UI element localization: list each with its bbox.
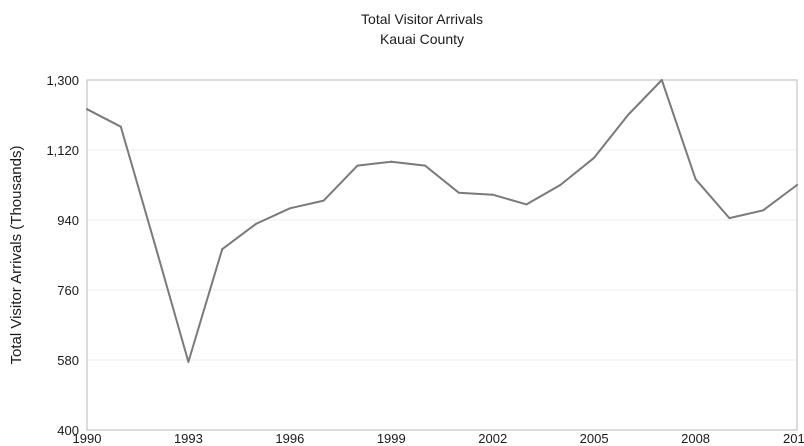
- y-tick-label: 1,300: [46, 73, 79, 88]
- data-point: [457, 191, 460, 194]
- data-point: [593, 156, 596, 159]
- y-axis-title: Total Visitor Arrivals (Thousands): [8, 146, 25, 365]
- data-point: [153, 242, 156, 245]
- y-tick-label: 580: [57, 353, 79, 368]
- y-tick-label: 1,120: [46, 143, 79, 158]
- x-tick-label: 2008: [681, 431, 710, 446]
- data-point: [221, 248, 224, 251]
- grid-lines: [87, 149, 797, 361]
- y-axis-ticks: 400 580 760 940 1,120 1,300: [46, 73, 79, 438]
- data-point: [694, 178, 697, 181]
- chart-subtitle: Kauai County: [380, 31, 464, 47]
- data-point: [390, 160, 393, 163]
- data-point: [187, 360, 190, 363]
- data-point: [424, 164, 427, 167]
- x-tick-label: 1990: [73, 431, 102, 446]
- data-point: [728, 217, 731, 220]
- data-point: [660, 79, 663, 81]
- data-point: [626, 114, 629, 116]
- x-tick-label: 2002: [478, 431, 507, 446]
- x-tick-label: 2005: [580, 431, 609, 446]
- x-tick-label: 2011: [783, 431, 804, 446]
- plot-area: [86, 79, 798, 431]
- data-point: [559, 184, 562, 186]
- x-tick-label: 1999: [377, 431, 406, 446]
- data-point: [356, 164, 359, 167]
- data-point: [796, 184, 798, 186]
- y-tick-label: 760: [57, 283, 79, 298]
- data-point: [322, 199, 325, 202]
- data-point: [762, 209, 765, 212]
- data-point: [491, 193, 494, 196]
- series-line: [86, 79, 798, 363]
- data-point: [525, 203, 528, 206]
- data-point: [255, 222, 258, 225]
- data-point: [86, 108, 88, 111]
- data-point: [288, 207, 291, 210]
- x-tick-label: 1996: [275, 431, 304, 446]
- series-layer: [86, 79, 798, 363]
- x-tick-label: 1993: [174, 431, 203, 446]
- y-tick-label: 940: [57, 213, 79, 228]
- chart-title: Total Visitor Arrivals: [361, 11, 483, 27]
- y-tick-label: 400: [57, 423, 79, 438]
- data-point: [119, 125, 122, 128]
- x-axis-ticks: 1990 1993 1996 1999 2002 2005 2008 2011: [73, 431, 804, 446]
